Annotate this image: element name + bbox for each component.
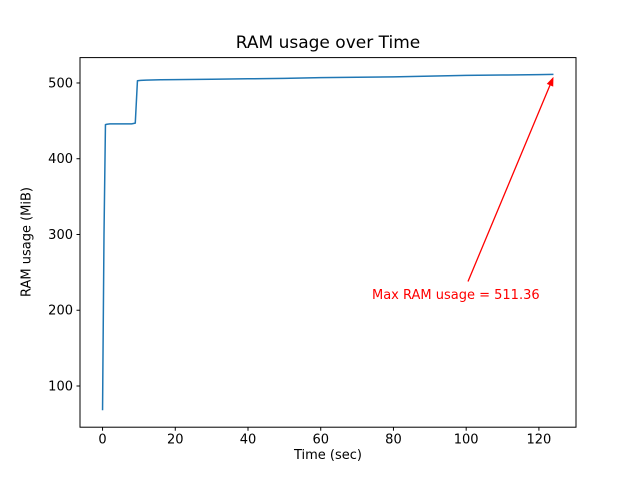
y-tick-label: 300 xyxy=(48,228,73,243)
y-axis-label: RAM usage (MiB) xyxy=(19,187,35,297)
x-tick-label: 100 xyxy=(454,433,479,448)
max-ram-annotation: Max RAM usage = 511.36 xyxy=(372,288,540,303)
annotation-arrow-shaft xyxy=(467,81,552,282)
y-tick-label: 500 xyxy=(48,76,73,91)
x-tick-label: 80 xyxy=(385,433,402,448)
y-tick-label: 400 xyxy=(48,152,73,167)
x-tick-label: 20 xyxy=(167,433,184,448)
chart-title: RAM usage over Time xyxy=(235,33,421,53)
x-axis-label: Time (sec) xyxy=(293,448,362,463)
y-tick-label: 200 xyxy=(48,304,73,319)
ram-usage-line xyxy=(101,73,554,411)
x-tick-label: 60 xyxy=(312,433,329,448)
x-tick-label: 40 xyxy=(240,433,257,448)
annotation-arrow-head xyxy=(546,76,554,87)
axes-frame xyxy=(79,57,577,428)
x-tick-label: 120 xyxy=(526,433,551,448)
x-tick-label: 0 xyxy=(98,433,106,448)
y-tick-label: 100 xyxy=(48,379,73,394)
